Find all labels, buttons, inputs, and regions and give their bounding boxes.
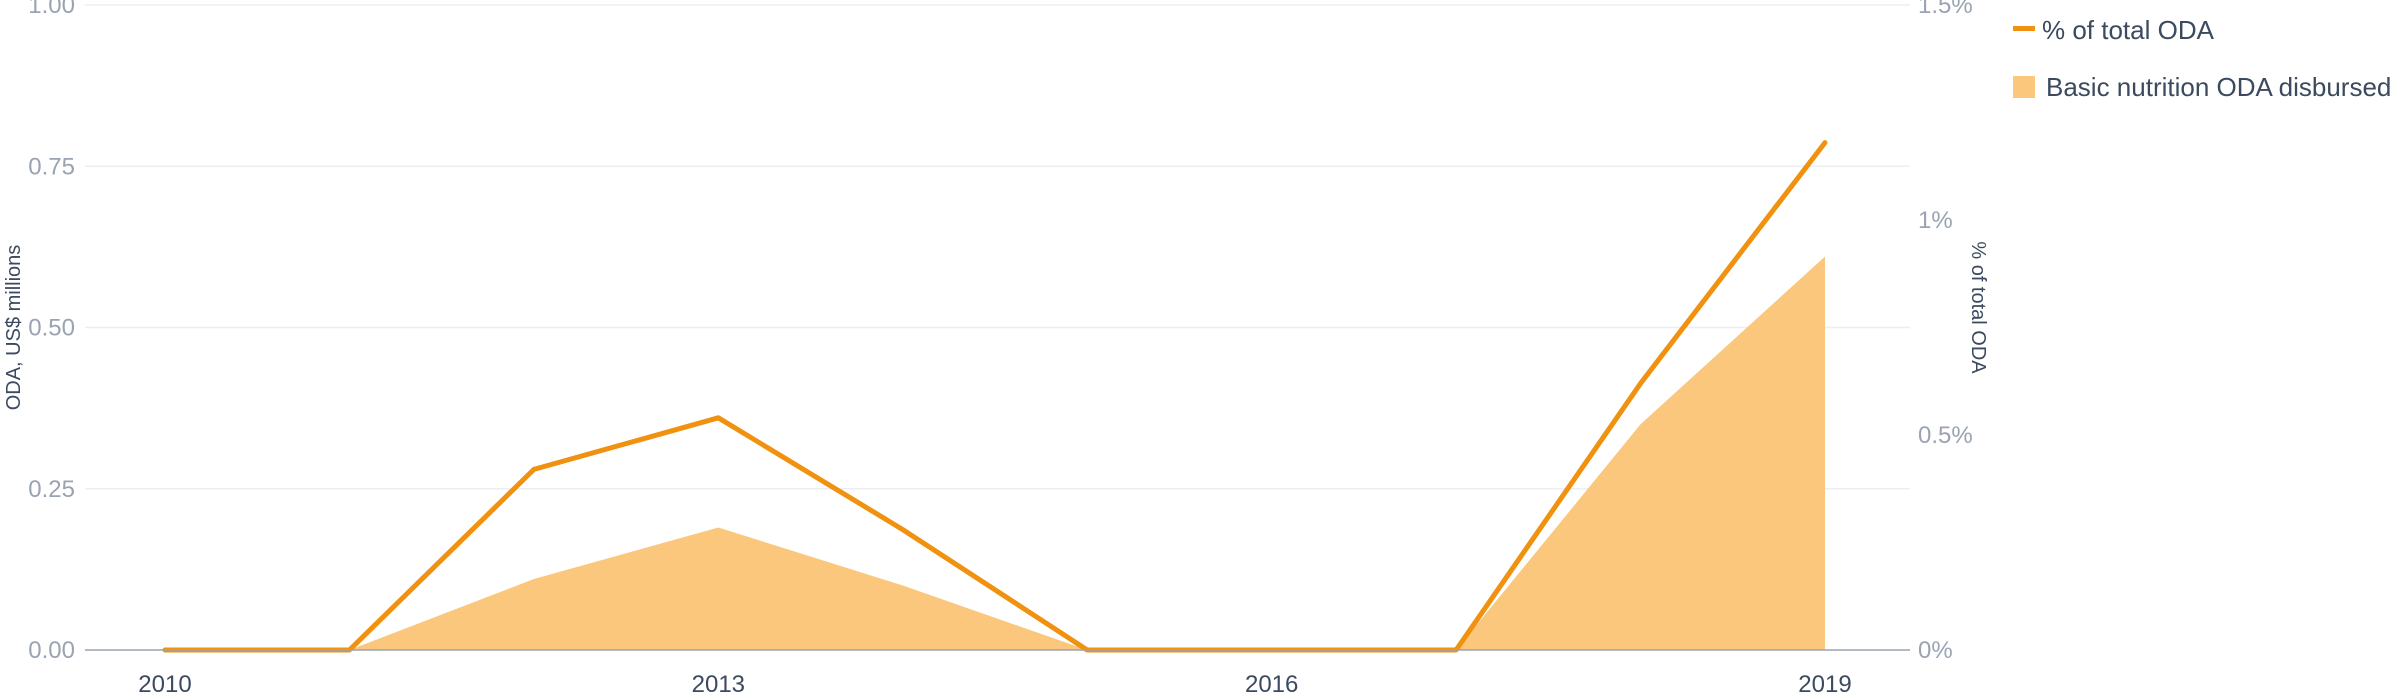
x-tick-label: 2010 xyxy=(138,671,191,698)
legend-line-label: % of total ODA xyxy=(2042,15,2215,45)
y-left-tick-label: 0.75 xyxy=(28,153,75,180)
legend-area-swatch xyxy=(2013,76,2035,98)
area-series-layer xyxy=(165,256,1825,650)
legend: % of total ODA Basic nutrition ODA disbu… xyxy=(2013,15,2391,102)
x-tick-label: 2016 xyxy=(1245,671,1298,698)
x-tick-label: 2019 xyxy=(1798,671,1851,698)
y-right-tick-label: 1.5% xyxy=(1918,0,1973,19)
y-left-tick-label: 0.00 xyxy=(28,637,75,664)
legend-item-line[interactable]: % of total ODA xyxy=(2013,15,2215,45)
y-axis-left-title: ODA, US$ millions xyxy=(3,245,25,411)
line-series xyxy=(162,140,1828,653)
area-series xyxy=(165,256,1825,650)
y-left-tick-label: 1.00 xyxy=(28,0,75,19)
legend-item-area[interactable]: Basic nutrition ODA disbursed xyxy=(2013,72,2391,102)
x-tick-label: 2013 xyxy=(692,671,745,698)
line-series-layer xyxy=(162,140,1828,653)
legend-area-label: Basic nutrition ODA disbursed xyxy=(2046,72,2391,102)
gridlines xyxy=(85,4,1910,490)
y-right-tick-label: 0% xyxy=(1918,637,1953,664)
y-right-tick-label: 0.5% xyxy=(1918,422,1973,449)
y-right-tick-label: 1% xyxy=(1918,207,1953,234)
tick-labels: 0.00 0.25 0.50 0.75 1.00 0% 0.5% 1% 1.5% 2010 2013… xyxy=(28,0,1972,698)
y-left-tick-label: 0.50 xyxy=(28,315,75,342)
y-left-tick-label: 0.25 xyxy=(28,476,75,503)
y-axis-right-title: % of total ODA xyxy=(1967,241,1989,374)
legend-line-swatch xyxy=(2013,26,2035,31)
